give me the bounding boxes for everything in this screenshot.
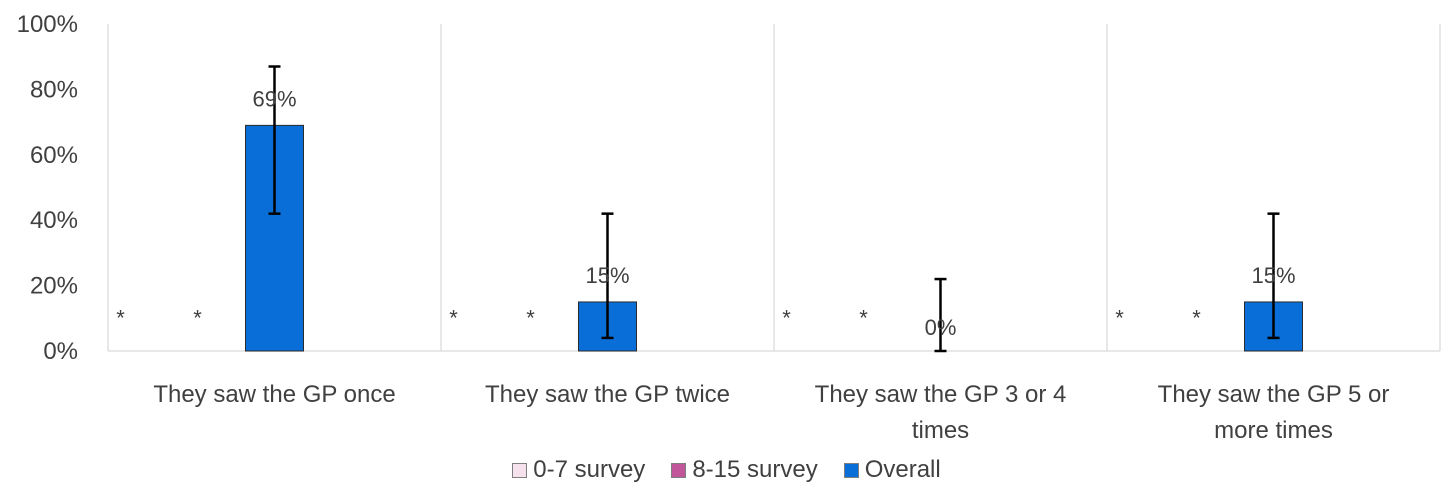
legend-swatch-0-7-survey [512,462,528,478]
y-tick-label: 60% [30,142,78,169]
legend-item-overall: Overall [843,456,941,484]
data-label: * [193,305,202,330]
bars [245,124,1303,352]
data-labels: * * 69% * * 15% * * 0% * * 15% [116,65,1296,353]
legend-swatch-overall [843,462,859,478]
y-tick-label: 40% [30,207,78,234]
category-separators [107,24,1441,352]
legend-label-overall: Overall [864,456,941,483]
data-label: 15% [1251,263,1295,288]
y-tick-label: 80% [30,76,78,103]
legend-label-8-15-survey: 8-15 survey [692,456,818,483]
data-label: * [526,305,535,330]
data-label: 69% [252,86,296,111]
category-label: They saw the GP 5 or [1158,381,1390,408]
y-axis: 0% 20% 40% 60% 80% 100% [17,11,78,365]
category-label: They saw the GP 3 or 4 [815,381,1067,408]
y-tick-label: 100% [17,11,78,38]
category-label: They saw the GP twice [485,381,730,408]
data-label: * [1192,305,1201,330]
legend: 0-7 survey 8-15 survey Overall [0,452,1453,488]
legend-item-0-7-survey: 0-7 survey [512,456,645,484]
y-tick-label: 20% [30,273,78,300]
data-label: * [1115,305,1124,330]
data-label: * [859,305,868,330]
data-label: * [449,305,458,330]
data-label: 15% [585,263,629,288]
legend-item-8-15-survey: 8-15 survey [671,456,818,484]
data-label: * [116,305,125,330]
category-label: times [912,417,969,444]
y-tick-label: 0% [43,338,78,365]
legend-swatch-8-15-survey [671,462,687,478]
x-axis-labels: They saw the GP once They saw the GP twic… [153,381,1389,444]
data-label: 0% [925,315,957,340]
category-label: They saw the GP once [153,381,395,408]
legend-label-0-7-survey: 0-7 survey [533,456,646,483]
category-label: more times [1214,417,1333,444]
data-label: * [782,305,791,330]
